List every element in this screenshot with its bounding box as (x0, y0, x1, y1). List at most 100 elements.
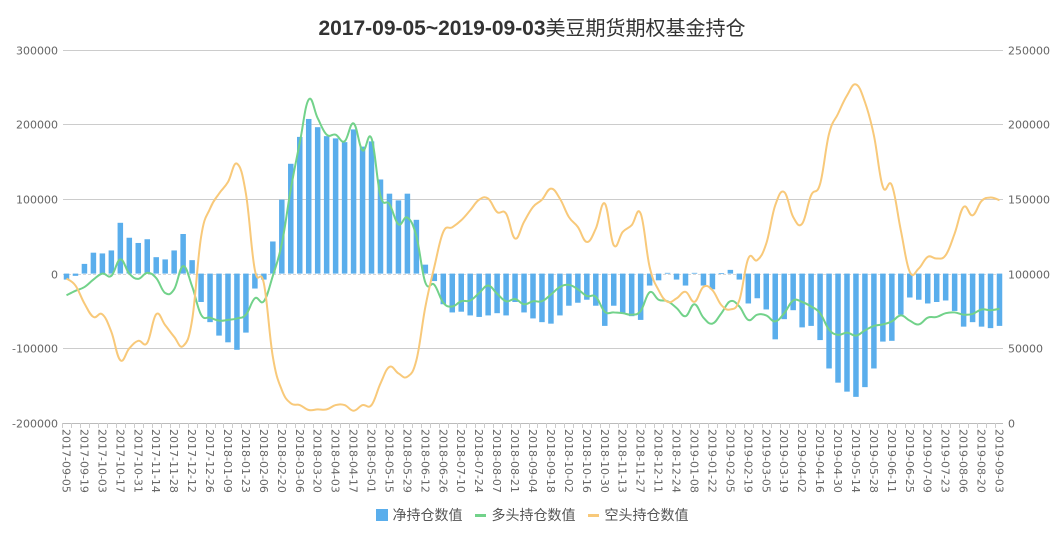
x-axis-tick-label: 2018-07-24 (472, 429, 485, 493)
net-position-bar (584, 273, 590, 300)
net-position-bar (790, 273, 796, 311)
net-position-bar (279, 199, 285, 274)
legend-item-short[interactable]: 空头持仓数值 (587, 505, 689, 525)
legend-item-net[interactable]: 净持仓数值 (375, 505, 463, 525)
net-position-bar (987, 273, 994, 329)
net-position-bar (619, 273, 626, 314)
net-position-bar (539, 273, 545, 323)
x-axis: 2017-09-05 2017-09-19 2017-10-03 2017-10-17… (60, 423, 1006, 493)
net-position-bar (81, 263, 88, 274)
legend-label-net: 净持仓数值 (392, 508, 463, 524)
net-position-bar (548, 273, 554, 324)
net-position-bar (117, 222, 124, 274)
net-position-bar (718, 273, 725, 275)
x-axis-tick-label: 2017-09-19 (77, 429, 90, 493)
net-position-bar (153, 257, 159, 274)
net-position-bar (628, 273, 635, 317)
long-position-line (66, 97, 1000, 337)
net-position-bar (727, 269, 734, 274)
net-position-bar (386, 193, 393, 274)
net-position-bar (817, 273, 823, 341)
x-axis-tick-label: 2019-07-09 (921, 429, 934, 493)
net-position-bar (234, 273, 240, 350)
net-position-bar (323, 136, 330, 274)
net-position-bar (368, 141, 375, 274)
left-axis: 300000 200000 100000 0 -100000 -200000 (12, 45, 58, 431)
legend-line-swatch-icon (474, 513, 486, 517)
left-axis-tick-label: 300000 (16, 45, 58, 58)
legend-bar-swatch-icon (375, 509, 388, 521)
x-axis-tick-label: 2018-01-23 (239, 429, 252, 493)
x-axis-tick-label: 2018-09-18 (544, 429, 557, 493)
net-position-bar (314, 127, 321, 274)
net-position-bar (413, 219, 420, 274)
x-axis-tick-label: 2018-04-17 (347, 429, 360, 493)
net-position-bar (485, 273, 491, 316)
x-axis-tick-label: 2019-08-06 (957, 429, 970, 493)
net-position-bar (978, 273, 985, 327)
net-position-bar (377, 179, 384, 274)
net-position-bar (288, 163, 294, 274)
left-axis-tick-label: -100000 (12, 343, 58, 356)
net-position-bar (781, 273, 787, 320)
x-axis-tick-label: 2017-10-03 (95, 429, 108, 493)
net-position-bar (610, 273, 617, 306)
net-position-bar (772, 273, 778, 340)
net-position-bar (745, 273, 752, 304)
x-axis-tick-label: 2019-08-20 (975, 429, 988, 493)
x-axis-tick-label: 2018-04-03 (329, 429, 342, 493)
net-position-bar (207, 273, 213, 323)
net-position-bar (593, 273, 599, 306)
net-position-bar (808, 273, 814, 326)
chart-title-text: 美豆期货期权基金持仓 (545, 16, 746, 40)
left-axis-tick-label: 200000 (16, 119, 58, 132)
x-axis-tick-label: 2018-10-02 (562, 429, 575, 493)
net-position-bar (90, 252, 97, 274)
net-position-bar (871, 273, 877, 369)
x-axis-tick-label: 2018-12-24 (670, 429, 683, 493)
x-axis-tick-label: 2019-02-05 (723, 429, 736, 493)
net-position-bar (189, 260, 195, 274)
net-position-bar (449, 273, 456, 313)
net-position-bar (602, 273, 608, 326)
x-axis-tick-label: 2019-06-11 (885, 429, 898, 493)
net-position-bar (655, 273, 662, 281)
net-position-bar (144, 239, 150, 274)
net-position-bar (736, 273, 743, 280)
x-axis-tick-label: 2019-06-25 (903, 429, 916, 493)
chart-title-date-range: 2017-09-05~2019-09-03 (318, 17, 546, 40)
x-axis-tick-label: 2018-08-07 (490, 429, 503, 493)
x-axis-tick-label: 2017-11-14 (149, 429, 162, 493)
right-axis-tick-label: 0 (1008, 418, 1015, 431)
net-position-bar (799, 273, 805, 328)
x-axis-tick-label: 2017-12-12 (185, 429, 198, 493)
x-axis-tick-label: 2017-09-05 (60, 429, 73, 493)
net-position-bar (907, 273, 913, 298)
x-axis-tick-label: 2018-03-20 (311, 429, 324, 493)
x-axis-tick-label: 2018-12-11 (652, 429, 665, 493)
net-position-bar (99, 253, 106, 274)
net-position-bar (889, 273, 895, 341)
net-position-bar (898, 273, 904, 315)
net-position-bar (270, 241, 276, 274)
net-position-bar (512, 273, 518, 302)
net-position-bar (458, 273, 464, 312)
x-axis-tick-label: 2017-10-31 (131, 429, 144, 493)
x-axis-tick-label: 2019-04-16 (813, 429, 826, 493)
net-position-bar (691, 272, 698, 274)
net-position-bar (404, 193, 411, 274)
net-position-bar (521, 273, 527, 313)
net-position-bar (960, 273, 967, 327)
net-position-bar (566, 273, 572, 306)
x-axis-tick-label: 2018-11-13 (616, 429, 629, 493)
legend-item-long[interactable]: 多头持仓数值 (474, 505, 576, 525)
short-position-line (65, 83, 1000, 412)
net-position-bar (216, 273, 222, 336)
x-axis-tick-label: 2018-06-12 (418, 429, 431, 493)
x-axis-tick-label: 2018-02-06 (257, 429, 270, 493)
legend: 净持仓数值 多头持仓数值 空头持仓数值 (0, 505, 1064, 525)
net-position-bar (108, 250, 115, 274)
x-axis-tick-label: 2019-02-19 (741, 429, 754, 493)
right-axis-tick-label: 100000 (1008, 269, 1050, 282)
net-position-bar (305, 118, 312, 274)
